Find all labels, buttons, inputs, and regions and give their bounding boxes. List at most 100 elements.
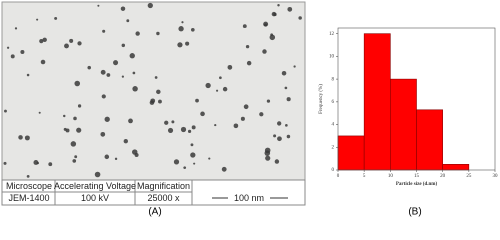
particle [281,70,287,76]
x-tick-label: 10 [388,174,394,179]
particle [293,65,296,68]
particle [74,155,78,159]
particle [183,166,187,170]
particle [42,37,47,42]
particle [149,100,155,105]
bar [442,164,470,171]
particle [129,53,135,59]
particle [101,94,106,99]
particle [177,42,183,48]
y-tick-label: 4 [332,123,335,128]
particle [132,86,138,92]
particle [284,86,288,90]
particle [48,162,53,167]
panel-label: (B) [408,207,421,218]
particle [240,116,245,121]
particle [242,24,247,29]
particle [132,71,136,75]
particle [200,111,205,117]
particle [193,162,196,165]
particle [113,60,119,66]
x-tick-label: 5 [363,174,366,179]
particle [195,98,199,103]
particle [121,43,126,48]
particle [277,3,280,7]
particle [24,135,30,141]
particle [14,27,18,30]
particle [100,131,106,137]
y-tick-label: 2 [332,145,335,150]
micrograph [1,1,306,181]
particle [277,121,282,126]
particle [164,120,169,125]
particle [285,124,288,127]
bar [416,109,443,171]
particle [273,134,277,138]
particle [10,54,15,59]
particle [156,31,160,36]
particle [18,135,23,140]
particle [36,18,39,21]
particle [264,147,271,154]
histogram: 0 5 10 15 20 25 30 0 2 4 6 8 10 12 Particle size (d.nm… [319,27,499,187]
y-axis-label: Frequency (%) [319,84,324,114]
particle [180,126,187,133]
particle [286,97,291,102]
x-tick-label: 15 [414,174,420,179]
x-tick-label: 30 [493,174,499,179]
bar [363,33,391,171]
particle [277,136,282,142]
particle [63,114,66,118]
y-tick-label: 12 [329,32,335,37]
particle [38,111,41,114]
particle [6,46,10,49]
table-header: Accelerating Voltage [54,181,136,191]
table-cell: JEM-1400 [8,193,49,203]
particle [154,76,158,79]
particle [178,26,184,32]
particle [114,157,118,161]
particle [243,104,249,110]
panel-label: (A) [148,207,161,218]
particle [269,34,276,41]
particles [3,2,302,178]
particle [147,2,153,9]
particle [134,152,139,158]
particle [87,65,91,70]
particle [20,50,25,55]
particle [100,69,106,75]
y-tick-label: 6 [332,100,335,105]
particle [64,43,69,49]
particle [121,75,124,78]
particle [171,120,175,124]
particle [187,129,192,134]
particle [185,41,190,46]
particle [191,125,196,130]
table-header: Magnification [137,181,190,191]
y-tick-label: 0 [332,168,335,173]
particle [104,154,110,160]
x-tick-label: 20 [440,174,446,179]
particle [259,112,264,117]
particle [173,159,180,165]
page: Microscope Accelerating Voltage Magnific… [0,0,500,219]
particle [222,86,228,92]
particle [265,155,271,161]
particle [298,16,302,20]
table-header: Microscope [6,181,52,191]
figure: Microscope Accelerating Voltage Magnific… [1,1,499,218]
particle [26,73,30,77]
particle [69,38,74,43]
y-tick-label: 10 [329,55,335,60]
particle [262,49,267,54]
particle [4,109,7,113]
particle [74,80,81,87]
particle [120,6,126,11]
particle [246,60,252,66]
particle [39,39,44,44]
particle [33,160,39,165]
particle [73,116,77,121]
particle [156,89,161,95]
bar [337,135,365,171]
particle [70,141,77,147]
